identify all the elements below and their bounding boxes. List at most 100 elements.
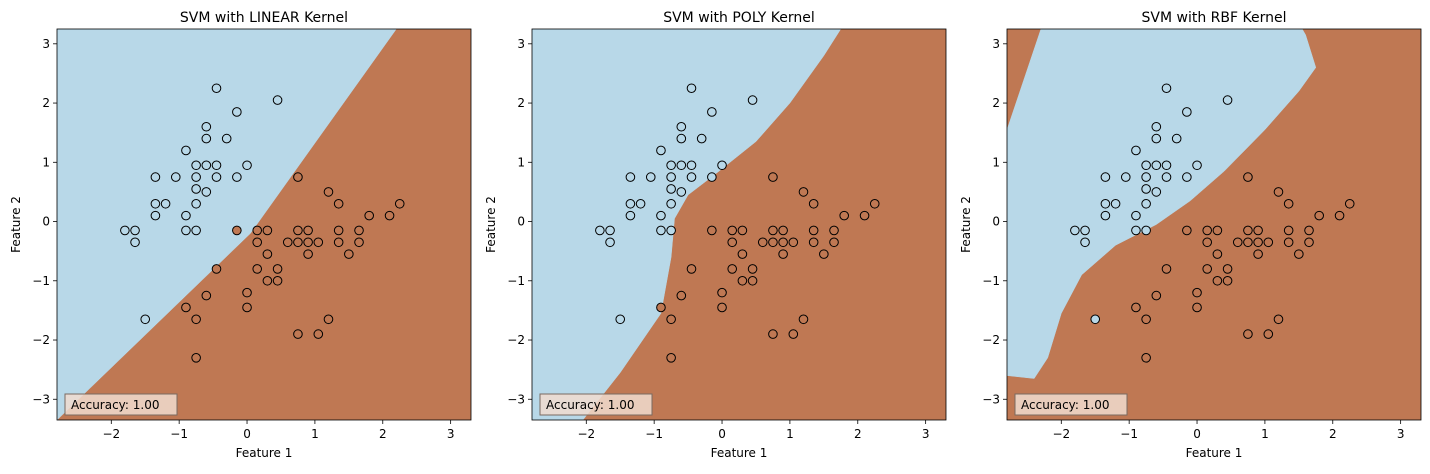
y-tick-label: 0 <box>42 215 50 229</box>
scatter-points <box>120 83 405 363</box>
subplot-rbf: −2 −1 0 1 2 3 −3 −2 −1 0 1 2 3 SVM with RBF Kernel Fea… <box>959 10 1422 460</box>
data-point-class-0 <box>1131 145 1141 156</box>
data-point-class-1 <box>181 302 191 313</box>
data-point-class-1 <box>303 225 313 236</box>
data-point-class-0 <box>211 160 222 171</box>
data-point-class-1 <box>1222 275 1233 286</box>
data-point-class-1 <box>313 329 324 339</box>
data-point-class-1 <box>737 225 748 236</box>
x-tick-label: −2 <box>1052 427 1070 441</box>
data-point-class-1 <box>262 225 273 236</box>
data-point-class-0 <box>140 314 151 325</box>
data-point-class-1 <box>829 237 839 248</box>
data-point-class-0 <box>160 198 171 209</box>
y-tick-label: −3 <box>507 392 525 406</box>
data-point-class-1 <box>1314 210 1324 221</box>
data-point-class-1 <box>727 264 738 274</box>
data-point-class-0 <box>656 210 666 221</box>
data-point-class-0 <box>232 172 242 182</box>
data-point-class-1 <box>768 172 778 182</box>
data-point-class-0 <box>211 172 222 182</box>
x-tick-label: −2 <box>102 427 120 441</box>
data-point-class-0 <box>1100 210 1111 221</box>
data-point-class-0 <box>1080 225 1090 236</box>
x-tick-label: 1 <box>786 427 794 441</box>
data-point-class-1 <box>768 329 778 339</box>
data-point-class-1 <box>262 275 273 286</box>
y-tick-label: 0 <box>992 215 1000 229</box>
x-tick-label: 3 <box>447 427 455 441</box>
data-point-class-1 <box>333 198 344 209</box>
data-point-class-0 <box>1141 160 1151 171</box>
data-point-class-0 <box>666 225 676 236</box>
data-point-class-0 <box>211 83 222 94</box>
data-point-class-1 <box>768 225 778 236</box>
data-point-class-1 <box>303 249 313 259</box>
accuracy-annotation: Accuracy: 1.00 <box>1021 398 1110 412</box>
data-point-class-0 <box>605 225 615 236</box>
data-point-class-0 <box>615 314 626 325</box>
y-tick-label: 2 <box>42 96 50 110</box>
data-point-class-1 <box>666 314 676 325</box>
data-point-class-1 <box>737 249 748 259</box>
data-point-class-0 <box>1192 160 1202 171</box>
x-tick-label: −1 <box>645 427 663 441</box>
data-point-class-0 <box>1161 83 1172 94</box>
data-point-class-0 <box>170 172 181 182</box>
data-point-class-0 <box>191 225 201 236</box>
data-point-class-0 <box>1151 133 1162 144</box>
data-point-class-0 <box>201 121 212 132</box>
data-point-class-1 <box>333 237 344 248</box>
data-point-class-1 <box>778 225 788 236</box>
data-point-class-1 <box>1294 249 1304 259</box>
data-point-class-1 <box>656 302 666 313</box>
data-point-class-1 <box>344 249 354 259</box>
data-point-class-1 <box>1253 249 1263 259</box>
data-point-class-1 <box>829 225 839 236</box>
accuracy-annotation: Accuracy: 1.00 <box>71 398 160 412</box>
data-point-class-1 <box>788 237 799 248</box>
y-tick-label: −3 <box>982 392 1000 406</box>
x-tick-label: 2 <box>379 427 387 441</box>
data-point-class-0 <box>1090 314 1101 325</box>
data-point-class-0 <box>676 160 687 171</box>
axes-frame <box>56 28 472 421</box>
data-point-class-0 <box>1141 172 1151 182</box>
y-axis-label: Feature 2 <box>959 196 973 253</box>
x-tick-label: −1 <box>170 427 188 441</box>
data-point-class-0 <box>1141 198 1151 209</box>
data-point-class-0 <box>625 172 636 182</box>
data-point-class-1 <box>676 290 687 301</box>
data-point-class-1 <box>686 264 697 274</box>
data-point-class-0 <box>181 210 191 221</box>
x-tick-label: −2 <box>577 427 595 441</box>
data-point-class-1 <box>191 352 201 363</box>
data-point-class-1 <box>747 264 758 274</box>
data-point-class-0 <box>181 145 191 156</box>
y-tick-label: −1 <box>507 274 525 288</box>
x-tick-label: 3 <box>1397 427 1405 441</box>
data-point-class-1 <box>354 225 364 236</box>
data-point-class-1 <box>1212 225 1223 236</box>
y-tick-label: −3 <box>32 392 50 406</box>
data-point-class-0 <box>181 225 191 236</box>
data-point-class-1 <box>798 314 809 325</box>
data-point-class-1 <box>323 314 334 325</box>
data-point-class-1 <box>1283 198 1294 209</box>
data-point-class-0 <box>686 172 697 182</box>
data-point-class-1 <box>333 225 344 236</box>
chart-title: SVM with POLY Kernel <box>663 10 815 26</box>
y-tick-label: −2 <box>507 333 525 347</box>
data-point-class-0 <box>1131 225 1141 236</box>
data-point-class-0 <box>656 225 666 236</box>
data-point-class-0 <box>645 172 656 182</box>
data-point-class-0 <box>191 198 201 209</box>
data-point-class-1 <box>384 210 395 221</box>
data-point-class-0 <box>272 95 283 105</box>
accuracy-box <box>1014 393 1128 416</box>
data-point-class-1 <box>1243 172 1253 182</box>
data-point-class-1 <box>364 210 374 221</box>
data-point-class-0 <box>635 198 646 209</box>
data-point-class-0 <box>707 172 717 182</box>
